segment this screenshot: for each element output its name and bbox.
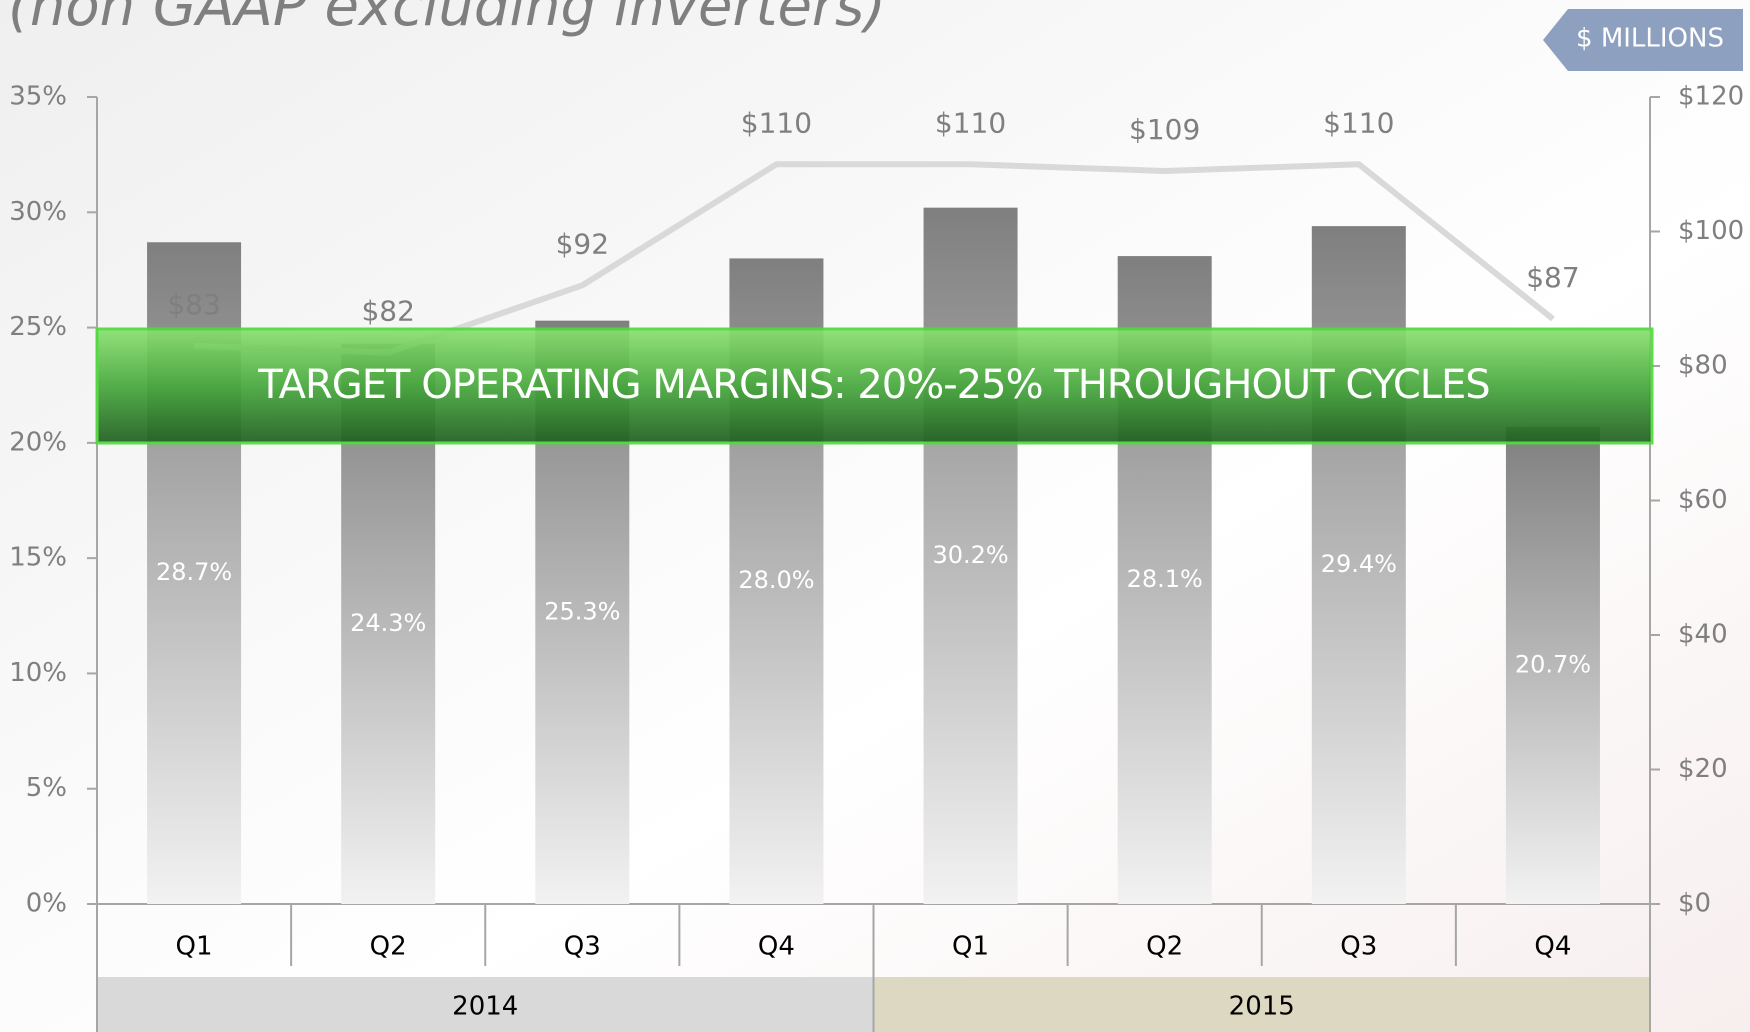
y2-tick-label: $40 (1678, 620, 1728, 650)
chart-title: (non GAAP excluding inverters) (8, 0, 886, 39)
bar-value-label: 28.0% (738, 566, 814, 594)
y2-tick-label: $120 (1678, 82, 1744, 112)
line-value-label: $110 (935, 106, 1006, 139)
y2-tick-label: $80 (1678, 351, 1728, 381)
y-tick-label: 0% (26, 889, 67, 919)
x-tick-label: Q1 (176, 932, 213, 962)
unit-badge-shape (1543, 9, 1743, 71)
y2-tick-label: $0 (1678, 889, 1711, 919)
y-tick-label: 25% (9, 312, 67, 342)
bar-value-label: 24.3% (350, 609, 426, 637)
y-tick-label: 35% (9, 82, 67, 112)
y-tick-label: 5% (26, 773, 67, 803)
x-tick-label: Q2 (1146, 932, 1183, 962)
line-value-label: $110 (1323, 106, 1394, 139)
group-cell (97, 977, 874, 1032)
group-label: 2015 (1229, 992, 1295, 1022)
target-annotation: TARGET OPERATING MARGINS: 20%-25% THROUG… (257, 362, 1489, 408)
y-tick-label: 20% (9, 427, 67, 457)
x-tick-label: Q4 (1534, 932, 1571, 962)
bar-value-label: 25.3% (544, 597, 620, 625)
target-band (95, 327, 1654, 445)
overlay: TARGET OPERATING MARGINS: 20%-25% THROUG… (95, 327, 1654, 445)
bar-value-label: 20.7% (1515, 650, 1591, 678)
bar-value-label: 28.7% (156, 558, 232, 586)
x-tick-label: Q2 (370, 932, 407, 962)
group-cell (873, 977, 1650, 1032)
y2-tick-label: $100 (1678, 216, 1744, 246)
unit-badge: $ MILLIONS (1576, 24, 1724, 54)
line-value-label: $110 (741, 106, 812, 139)
x-tick-label: Q3 (1340, 932, 1377, 962)
x-tick-label: Q4 (758, 932, 795, 962)
y-tick-label: 15% (9, 543, 67, 573)
line-value-label: $83 (167, 288, 220, 321)
line-value-label: $109 (1129, 113, 1200, 146)
bar-value-label: 30.2% (932, 541, 1008, 569)
x-tick-label: Q1 (952, 932, 989, 962)
bar-value-label: 29.4% (1321, 550, 1397, 578)
x-tick-label: Q3 (564, 932, 601, 962)
line-value-label: $87 (1526, 261, 1579, 294)
bar (923, 207, 1018, 904)
group-label: 2014 (452, 992, 518, 1022)
y-tick-label: 10% (9, 658, 67, 688)
y2-tick-label: $60 (1678, 485, 1728, 515)
line-value-label: $82 (361, 295, 414, 328)
line-value-label: $92 (556, 227, 609, 260)
y-tick-label: 30% (9, 197, 67, 227)
bar-value-label: 28.1% (1127, 565, 1203, 593)
bar (1505, 426, 1600, 904)
y2-tick-label: $20 (1678, 754, 1728, 784)
